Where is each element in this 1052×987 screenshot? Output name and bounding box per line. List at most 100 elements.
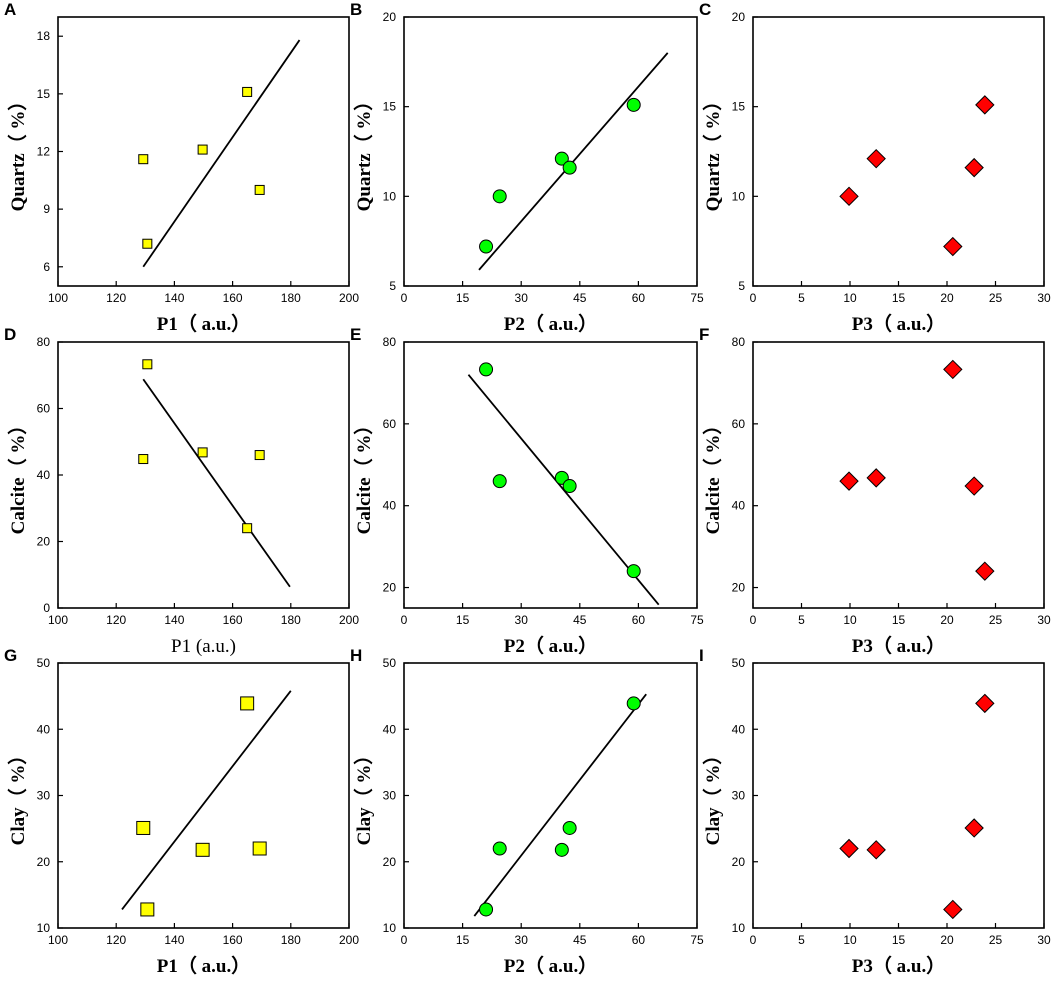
x-axis-title: P2（ a.u.） [504, 634, 597, 657]
x-tick-label: 25 [989, 613, 1003, 627]
data-point [492, 189, 507, 204]
data-point [866, 840, 886, 860]
x-tick-label: 180 [281, 613, 301, 627]
data-point [197, 144, 208, 155]
y-tick-label: 20 [37, 855, 51, 869]
y-tick-label: 80 [383, 335, 397, 349]
x-tick-label: 60 [632, 933, 646, 947]
data-point [964, 476, 984, 496]
data-point [254, 184, 265, 195]
y-tick-label: 50 [37, 656, 51, 670]
y-tick-label: 40 [732, 499, 746, 513]
data-point [254, 450, 265, 461]
data-point [964, 157, 984, 178]
data-point [839, 186, 859, 207]
data-point [943, 359, 963, 380]
x-axis-title: P3（ a.u.） [852, 954, 945, 977]
x-tick-label: 75 [690, 291, 704, 305]
fit-line [478, 52, 669, 271]
panel-i: I 0 5 10 15 20 25 30 10 20 30 40 50 P3（ a.u.） Clay（ %） [699, 646, 1051, 977]
x-axis-title: P2（ a.u.） [504, 312, 597, 335]
data-point [136, 820, 151, 835]
x-tick-label: 60 [632, 291, 646, 305]
fit-line [473, 693, 647, 917]
data-point [479, 902, 494, 917]
plot-frame [57, 341, 350, 609]
y-axis-title: Quartz（ %） [701, 92, 724, 212]
y-tick-label: 20 [383, 581, 397, 595]
y-tick-label: 30 [732, 789, 746, 803]
x-tick-label: 120 [106, 613, 126, 627]
x-axis-title: P3（ a.u.） [852, 634, 945, 657]
data-point [562, 820, 577, 835]
fit-line [142, 39, 301, 268]
data-point [142, 359, 153, 370]
x-tick-label: 45 [573, 613, 587, 627]
y-tick-label: 30 [37, 789, 51, 803]
x-axis-title: P1 (a.u.) [171, 636, 236, 657]
x-tick-label: 200 [339, 613, 359, 627]
panel-letter: H [350, 646, 362, 665]
panel-a: A 100 120 140 160 180 200 6 9 12 15 18 P1（ a.u.） Quar… [4, 0, 359, 335]
x-tick-label: 100 [48, 291, 68, 305]
panel-h: H 0 15 30 45 60 75 10 20 30 40 50 P2（ a.u.） Clay（ %） [350, 646, 704, 977]
data-point [242, 523, 253, 534]
data-point [626, 564, 641, 579]
plot-frame [752, 16, 1045, 287]
y-tick-label: 10 [732, 921, 746, 935]
y-axis-title: Calcite（ %） [352, 416, 375, 535]
y-tick-label: 20 [732, 855, 746, 869]
data-point [242, 86, 253, 97]
x-tick-label: 160 [223, 613, 243, 627]
data-point [554, 842, 569, 857]
panel-f: F 0 5 10 15 20 25 30 20 40 60 80 P3（ a.u.） Calcite（ %… [699, 325, 1051, 657]
x-tick-label: 25 [989, 291, 1003, 305]
x-tick-label: 100 [48, 613, 68, 627]
x-tick-label: 180 [281, 933, 301, 947]
data-point [140, 902, 155, 917]
y-tick-label: 10 [383, 189, 397, 203]
x-tick-label: 75 [690, 933, 704, 947]
x-tick-label: 30 [515, 933, 529, 947]
plot-frame [752, 341, 1045, 609]
x-tick-label: 0 [401, 291, 408, 305]
y-tick-label: 15 [732, 100, 746, 114]
x-axis-title: P3（ a.u.） [852, 312, 945, 335]
x-tick-label: 25 [989, 933, 1003, 947]
data-point [866, 148, 886, 169]
y-tick-label: 50 [732, 656, 746, 670]
y-tick-label: 0 [43, 601, 50, 615]
x-tick-label: 75 [690, 613, 704, 627]
x-tick-label: 120 [106, 291, 126, 305]
data-point [492, 841, 507, 856]
panel-g: G 100 120 140 160 180 200 10 20 30 40 50 P1（ a.u.） Cl… [4, 646, 359, 977]
y-tick-label: 80 [732, 335, 746, 349]
y-tick-label: 60 [732, 417, 746, 431]
x-tick-label: 15 [456, 613, 470, 627]
x-tick-label: 30 [1037, 291, 1051, 305]
data-point [943, 899, 963, 920]
x-tick-label: 45 [573, 933, 587, 947]
plot-frame [752, 662, 1045, 929]
x-tick-label: 200 [339, 291, 359, 305]
x-tick-label: 140 [164, 933, 184, 947]
x-tick-label: 0 [750, 933, 757, 947]
data-point [240, 696, 255, 711]
x-tick-label: 160 [223, 291, 243, 305]
data-point [626, 97, 641, 112]
x-tick-label: 60 [632, 613, 646, 627]
y-axis-title: Clay（ %） [701, 746, 724, 846]
y-tick-label: 20 [383, 10, 397, 24]
data-point [975, 95, 995, 115]
x-tick-label: 30 [515, 613, 529, 627]
x-tick-label: 100 [48, 933, 68, 947]
x-tick-label: 10 [843, 613, 857, 627]
data-point [554, 151, 569, 166]
y-tick-label: 50 [383, 656, 397, 670]
fit-line [121, 690, 292, 910]
data-point [839, 471, 859, 491]
y-axis-title: Calcite（ %） [6, 416, 29, 535]
y-tick-label: 60 [37, 402, 51, 416]
